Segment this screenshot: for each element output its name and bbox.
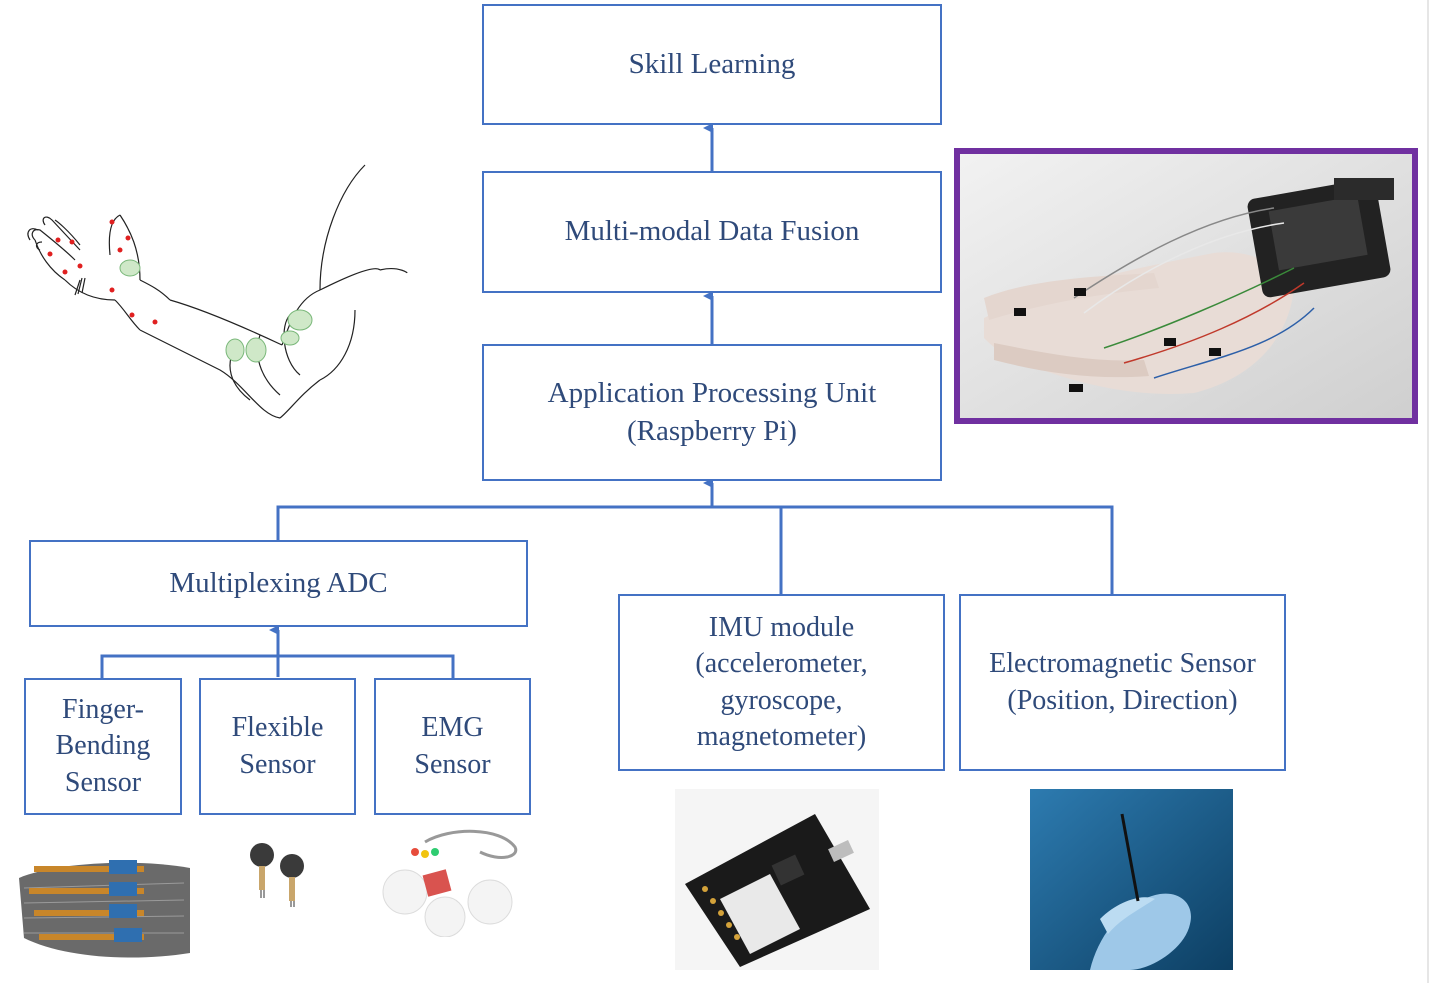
finger-bending-sensor-photo — [14, 838, 190, 962]
em-sensor-label: Electromagnetic Sensor (Position, Direct… — [989, 648, 1256, 716]
em-sensor-box: Electromagnetic Sensor (Position, Direct… — [959, 594, 1286, 771]
data-glove-photo — [954, 148, 1418, 424]
electromagnetic-sensor-photo — [1030, 789, 1233, 970]
skill-learning-box: Skill Learning — [482, 4, 942, 125]
finger-bending-label: Finger- Bending Sensor — [55, 693, 151, 798]
emg-sensor-label: EMG Sensor — [414, 712, 491, 780]
right-edge-divider — [1427, 0, 1429, 983]
emg-sensor-photo — [380, 822, 525, 937]
flexible-sensor-label: Flexible Sensor — [231, 712, 324, 780]
app-processing-label: Application Processing Unit (Raspberry P… — [547, 376, 877, 447]
flexible-sensor-box: Flexible Sensor — [199, 678, 356, 815]
multiplexing-adc-box: Multiplexing ADC — [29, 540, 528, 627]
multiplexing-adc-label: Multiplexing ADC — [169, 566, 388, 599]
imu-module-box: IMU module (accelerometer, gyroscope, ma… — [618, 594, 945, 771]
flexible-sensor-photo — [232, 838, 322, 908]
arm-sketch-illustration — [27, 164, 408, 419]
imu-module-photo — [675, 789, 879, 970]
skill-learning-label: Skill Learning — [628, 47, 796, 80]
imu-module-label: IMU module (accelerometer, gyroscope, ma… — [695, 611, 868, 752]
data-fusion-label: Multi-modal Data Fusion — [564, 215, 860, 248]
finger-bending-box: Finger- Bending Sensor — [24, 678, 182, 815]
app-processing-box: Application Processing Unit (Raspberry P… — [482, 344, 942, 481]
emg-sensor-box: EMG Sensor — [374, 678, 531, 815]
data-fusion-box: Multi-modal Data Fusion — [482, 171, 942, 293]
